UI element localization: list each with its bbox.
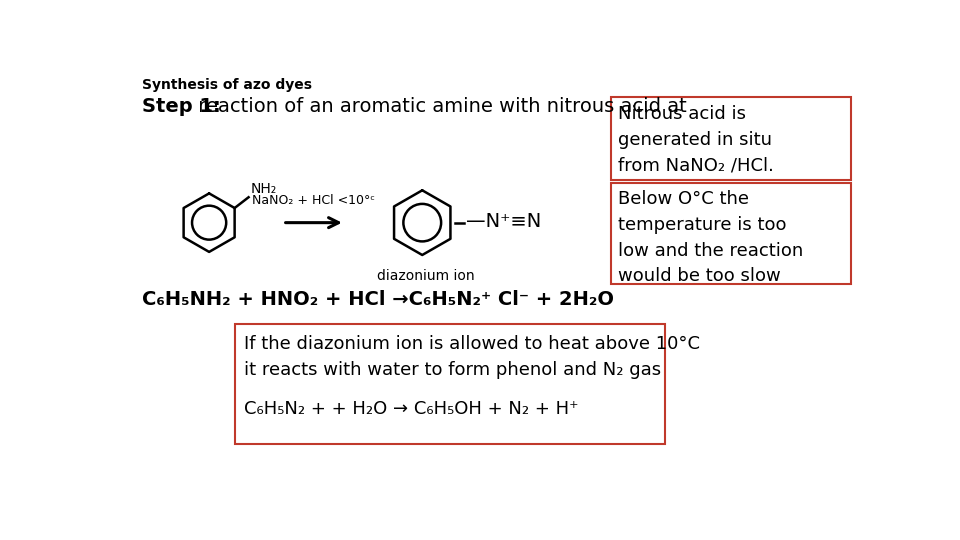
Text: Synthesis of azo dyes: Synthesis of azo dyes — [142, 78, 312, 92]
Text: C₆H₅N₂ + + H₂O → C₆H₅OH + N₂ + H⁺: C₆H₅N₂ + + H₂O → C₆H₅OH + N₂ + H⁺ — [244, 400, 579, 418]
FancyBboxPatch shape — [611, 97, 851, 180]
FancyBboxPatch shape — [234, 325, 665, 444]
Text: Step 1:: Step 1: — [142, 97, 221, 116]
Text: Below O°C the
temperature is too
low and the reaction
would be too slow: Below O°C the temperature is too low and… — [618, 190, 804, 286]
Text: diazonium ion: diazonium ion — [377, 269, 475, 283]
Text: C₆H₅NH₂ + HNO₂ + HCl →C₆H₅N₂⁺ Cl⁻ + 2H₂O: C₆H₅NH₂ + HNO₂ + HCl →C₆H₅N₂⁺ Cl⁻ + 2H₂O — [142, 289, 613, 309]
Text: If the diazonium ion is allowed to heat above 10°C: If the diazonium ion is allowed to heat … — [244, 335, 700, 353]
Text: Nitrous acid is
generated in situ
from NaNO₂ /HCl.: Nitrous acid is generated in situ from N… — [618, 105, 774, 174]
Text: NaNO₂ + HCl <10°ᶜ: NaNO₂ + HCl <10°ᶜ — [252, 194, 375, 207]
Text: NH₂: NH₂ — [251, 181, 276, 195]
Text: —N⁺≡N: —N⁺≡N — [466, 212, 540, 231]
Text: reaction of an aromatic amine with nitrous acid at: reaction of an aromatic amine with nitro… — [192, 97, 686, 116]
Text: it reacts with water to form phenol and N₂ gas: it reacts with water to form phenol and … — [244, 361, 661, 379]
FancyBboxPatch shape — [611, 183, 851, 284]
